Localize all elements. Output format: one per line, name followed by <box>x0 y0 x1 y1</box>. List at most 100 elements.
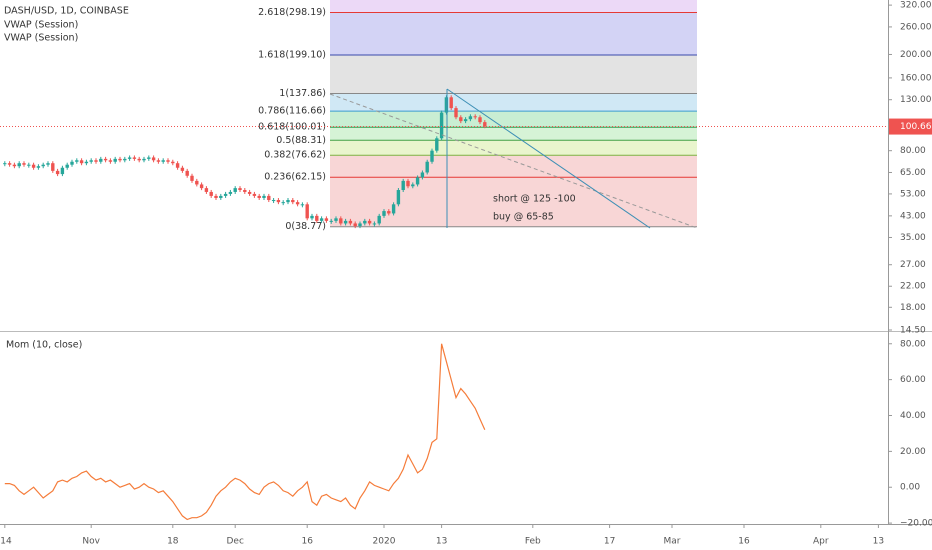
candle-body <box>103 158 108 161</box>
momentum-line <box>4 343 486 521</box>
fib-label: 1.618(199.10) <box>258 49 326 60</box>
candle-body <box>478 117 482 123</box>
candle-body <box>243 190 247 192</box>
candle-body <box>123 158 127 161</box>
candle-body <box>319 218 324 221</box>
x-tick-label: 13 <box>436 537 447 547</box>
fib-band <box>330 12 697 55</box>
candle-body <box>118 158 122 161</box>
candle-body <box>463 119 468 122</box>
candle-body <box>449 97 453 109</box>
fib-band <box>330 54 697 94</box>
candle-body <box>156 160 161 162</box>
candle-body <box>142 158 146 161</box>
candle-body <box>358 223 362 227</box>
candle-body <box>46 163 50 165</box>
fib-label: 0.382(76.62) <box>264 150 326 161</box>
candle-body <box>252 193 257 196</box>
y-tick-label: 18.00 <box>900 303 926 313</box>
candle-body <box>468 116 473 120</box>
x-tick-label: Feb <box>525 537 541 547</box>
fib-band <box>330 140 697 156</box>
candle-body <box>334 218 338 221</box>
candle-body <box>348 220 353 224</box>
candle-body <box>439 112 444 139</box>
candle-body <box>339 218 343 224</box>
annotation: short @ 125 -100 <box>493 194 576 205</box>
y-tick-label: 320.00 <box>900 1 932 11</box>
candle-body <box>7 163 12 165</box>
annotation: buy @ 65-85 <box>493 212 554 223</box>
y-tick-label: 130.00 <box>900 95 932 105</box>
candle-body <box>17 163 21 167</box>
candle-body <box>411 184 415 187</box>
candle-body <box>435 138 439 151</box>
candle-body <box>185 170 189 176</box>
candle-body <box>300 204 305 206</box>
y-tick-label: 14.50 <box>900 326 926 336</box>
candle-body <box>166 160 170 162</box>
y-tick-label: 20.00 <box>900 447 926 457</box>
fib-label: 0.5(88.31) <box>276 135 326 146</box>
candle-body <box>151 157 156 161</box>
fib-band <box>330 155 697 178</box>
candle-body <box>127 157 132 159</box>
y-tick-label: 40.00 <box>900 411 926 421</box>
candle-body <box>137 158 141 161</box>
candle-body <box>233 188 237 192</box>
candle-body <box>219 195 223 198</box>
trend-line-dashed <box>329 93 698 229</box>
x-tick-label: 2020 <box>373 537 396 547</box>
candle-body <box>36 166 41 168</box>
candle-body <box>415 177 420 185</box>
candle-body <box>329 220 333 222</box>
fib-label: 0(38.77) <box>285 221 326 232</box>
y-tick-label: 65.00 <box>900 168 926 178</box>
candle-body <box>31 164 36 168</box>
last-price-box <box>889 118 932 135</box>
y-tick-label: 43.00 <box>900 211 926 221</box>
candle-body <box>204 188 209 192</box>
candle-body <box>401 180 405 191</box>
last-price-label: 100.66 <box>900 122 932 132</box>
indicator-legend: VWAP (Session) <box>4 20 78 31</box>
candle-body <box>425 161 429 173</box>
candle-body <box>363 220 367 224</box>
fib-band <box>330 127 697 141</box>
candle-body <box>353 223 357 227</box>
indicator-title: Mom (10, close) <box>6 340 82 351</box>
y-tick-label: 0.00 <box>900 483 920 493</box>
candle-body <box>387 211 391 214</box>
candle-body <box>65 164 69 168</box>
candle-body <box>367 220 372 224</box>
candle-body <box>22 163 26 165</box>
candle-body <box>262 195 266 198</box>
fib-band <box>330 111 697 128</box>
x-tick-label: Dec <box>226 537 243 547</box>
candle-body <box>483 122 487 127</box>
candle-body <box>180 167 185 171</box>
candle-body <box>113 158 117 162</box>
candle-body <box>444 97 449 113</box>
candle-body <box>454 108 458 118</box>
y-tick-label: 27.00 <box>900 260 926 270</box>
x-tick-label: 18 <box>167 537 179 547</box>
fib-label: 0.618(100.01) <box>258 122 326 133</box>
fib-label: 2.618(298.19) <box>258 7 326 18</box>
candle-body <box>75 160 79 162</box>
y-tick-label: 260.00 <box>900 22 932 32</box>
candle-body <box>209 191 213 196</box>
candle-body <box>430 150 434 162</box>
candle-body <box>372 223 377 225</box>
candle-body <box>247 191 252 194</box>
candle-body <box>257 195 261 198</box>
candles <box>3 95 487 229</box>
candle-body <box>79 160 84 164</box>
candle-body <box>41 164 45 167</box>
candle-body <box>99 158 103 162</box>
candle-body <box>84 161 89 164</box>
candle-body <box>161 160 165 162</box>
candle-body <box>406 180 410 187</box>
candle-body <box>55 170 60 175</box>
